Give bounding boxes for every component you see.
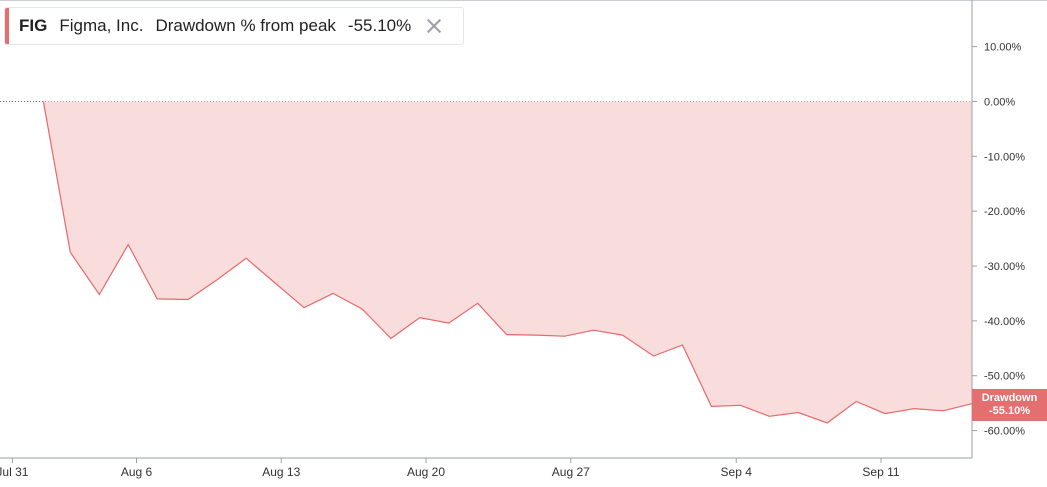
y-tick-label: -50.00% — [984, 371, 1025, 383]
legend-company-name: Figma, Inc. — [59, 16, 144, 35]
x-tick-label: Aug 27 — [552, 465, 590, 479]
drawdown-series-line[interactable] — [42, 101, 973, 424]
x-tick-label: Aug 6 — [121, 465, 153, 479]
y-tick-label: -60.00% — [984, 426, 1025, 438]
y-tick-label: 10.00% — [984, 42, 1022, 54]
tag-label: Drawdown — [981, 392, 1038, 404]
x-tick-label: Sep 11 — [862, 465, 899, 479]
legend-current-value: -55.10% — [347, 16, 412, 35]
close-icon[interactable] — [425, 17, 443, 35]
current-value-tag: Drawdown -55.10% — [972, 389, 1047, 421]
x-tick-label: Sep 4 — [721, 465, 753, 479]
y-tick-label: -10.00% — [984, 151, 1025, 163]
x-tick-label: Jul 31 — [0, 465, 29, 479]
drawdown-area-fill — [43, 101, 972, 423]
y-tick-label: -40.00% — [984, 316, 1025, 328]
x-tick-label: Aug 20 — [407, 465, 445, 479]
tag-value: -55.10% — [989, 405, 1030, 417]
series-color-swatch — [5, 8, 9, 44]
y-tick-label: 0.00% — [984, 96, 1015, 108]
y-tick-label: -30.00% — [984, 261, 1025, 273]
legend-metric-name: Drawdown % from peak — [155, 16, 336, 35]
legend-box: FIG Figma, Inc. Drawdown % from peak -55… — [4, 7, 464, 45]
top-border — [0, 0, 1047, 1]
y-tick-label: -20.00% — [984, 206, 1025, 218]
x-tick-label: Aug 13 — [262, 465, 300, 479]
legend-ticker: FIG — [19, 16, 48, 35]
